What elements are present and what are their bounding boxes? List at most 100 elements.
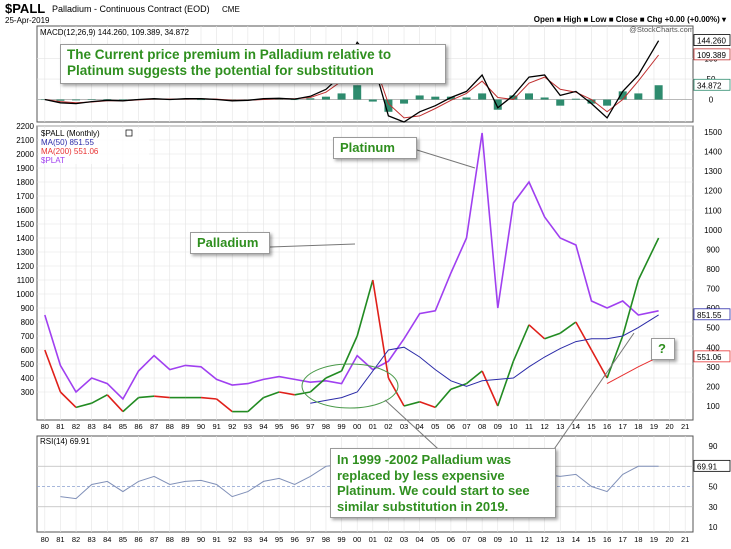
palladium-segment [340, 335, 358, 372]
x-tick-bottom: 21 [681, 535, 689, 544]
x-tick-bottom: 07 [462, 535, 470, 544]
macd-histogram-bar [118, 99, 127, 101]
x-tick-bottom: 18 [634, 535, 642, 544]
x-tick-middle: 89 [181, 422, 189, 431]
x-tick-bottom: 13 [556, 535, 564, 544]
x-tick-bottom: 10 [509, 535, 517, 544]
x-tick-middle: 93 [244, 422, 252, 431]
price-ytick-left: 1400 [16, 234, 34, 243]
rsi-legend: RSI(14) 69.91 [40, 437, 90, 446]
palladium-segment [481, 370, 499, 407]
palladium-segment [44, 349, 62, 393]
x-tick-bottom: 01 [369, 535, 377, 544]
x-tick-bottom: 93 [244, 535, 252, 544]
x-tick-bottom: 88 [166, 535, 174, 544]
x-tick-bottom: 11 [525, 535, 533, 544]
price-legend-item: MA(200) 551.06 [41, 147, 99, 156]
price-ytick-left: 800 [21, 318, 35, 327]
substitution-ellipse [301, 363, 399, 409]
palladium-segment [91, 394, 108, 404]
x-tick-bottom: 86 [134, 535, 142, 544]
symbol-label: $PALL [5, 1, 45, 16]
price-ytick-left: 2100 [16, 136, 34, 145]
macd-histogram-bar [525, 93, 533, 100]
macd-histogram-bar [384, 99, 393, 112]
palladium-segment [637, 237, 660, 281]
price-ytick-left: 300 [21, 388, 35, 397]
macd-value-tag-box [693, 34, 731, 47]
x-tick-bottom: 89 [181, 535, 189, 544]
palladium-segment [621, 279, 640, 337]
platinum-pointer [416, 149, 476, 169]
price-ytick-right: 700 [706, 285, 720, 294]
macd-histogram-bar [103, 99, 112, 100]
price-ytick-left: 1900 [16, 164, 34, 173]
price-ytick-left: 600 [21, 346, 35, 355]
palladium-segment [575, 321, 593, 351]
palladium-segment [154, 395, 170, 399]
x-tick-middle: 06 [447, 422, 455, 431]
x-tick-middle: 19 [650, 422, 658, 431]
price-ytick-left: 900 [21, 304, 35, 313]
palladium-annotation: Palladium [190, 232, 270, 254]
price-legend-item: MA(50) 851.55 [41, 138, 94, 147]
price-ytick-right: 100 [706, 402, 720, 411]
x-tick-middle: 91 [212, 422, 220, 431]
x-tick-middle: 20 [665, 422, 673, 431]
x-tick-middle: 82 [72, 422, 80, 431]
palladium-segment [356, 279, 374, 337]
date-label: 25-Apr-2019 [5, 16, 50, 25]
x-tick-middle: 94 [259, 422, 267, 431]
price-ytick-left: 1000 [16, 290, 34, 299]
palladium-segment [434, 388, 452, 408]
palladium-segment [200, 396, 217, 400]
price-ytick-left: 1300 [16, 248, 34, 257]
macd-legend: MACD(12,26,9) 144.260, 109.389, 34.872 [40, 28, 190, 37]
macd-histogram-bar [306, 98, 315, 100]
platinum-annotation: Platinum [333, 137, 417, 159]
x-tick-middle: 81 [56, 422, 64, 431]
x-tick-bottom: 95 [275, 535, 283, 544]
x-tick-bottom: 96 [291, 535, 299, 544]
macd-value-tag: 144.260 [697, 37, 726, 46]
x-axis-labels: 80 80 81 81 82 82 83 83 84 84 85 85 86 86 87 87 88 88 89 89… [41, 422, 690, 544]
x-tick-middle: 14 [572, 422, 580, 431]
watermark: @StockCharts.com [629, 25, 694, 34]
price-ytick-left: 1100 [17, 276, 35, 285]
palladium-segment [247, 397, 265, 413]
palladium-segment [403, 401, 420, 407]
x-tick-middle: 90 [197, 422, 205, 431]
macd-histogram-bar [556, 99, 565, 106]
palladium-segment [122, 397, 140, 413]
x-tick-middle: 18 [634, 422, 642, 431]
x-tick-bottom: 94 [259, 535, 267, 544]
price-ytick-right: 800 [706, 265, 720, 274]
x-tick-middle: 08 [478, 422, 486, 431]
x-tick-bottom: 98 [322, 535, 330, 544]
price-ytick-left: 1700 [16, 192, 34, 201]
ohlc-fields[interactable]: Open ■ High ■ Low ■ Close ■ Chg +0.00 (+… [534, 15, 727, 24]
x-tick-bottom: 04 [415, 535, 423, 544]
question-annotation: ? [651, 338, 675, 360]
hist-value-tag-box [693, 78, 731, 91]
price-ytick-right: 1500 [704, 128, 722, 137]
bottom-annotation: In 1999 -2002 Palladium was replaced by … [330, 448, 556, 518]
macd-histogram-bar [478, 93, 487, 100]
price-ytick-right: 200 [706, 382, 720, 391]
ma50-line [310, 314, 659, 404]
palladium-pointer [269, 243, 356, 248]
price-ytick-left: 1800 [16, 178, 34, 187]
x-tick-bottom: 83 [87, 535, 95, 544]
x-tick-middle: 05 [431, 422, 439, 431]
macd-histogram-bar [87, 99, 96, 100]
rsi-ytick: 50 [709, 483, 718, 492]
palladium-segment [75, 402, 92, 409]
palladium-segment [450, 382, 467, 390]
palladium-segment [466, 370, 483, 385]
price-legend-title: $PALL (Monthly) [41, 129, 100, 138]
palladium-segment [372, 279, 390, 379]
x-tick-bottom: 08 [478, 535, 486, 544]
x-tick-bottom: 02 [384, 535, 392, 544]
description-label: Palladium - Continuous Contract (EOD) [52, 4, 210, 14]
x-tick-bottom: 17 [619, 535, 627, 544]
